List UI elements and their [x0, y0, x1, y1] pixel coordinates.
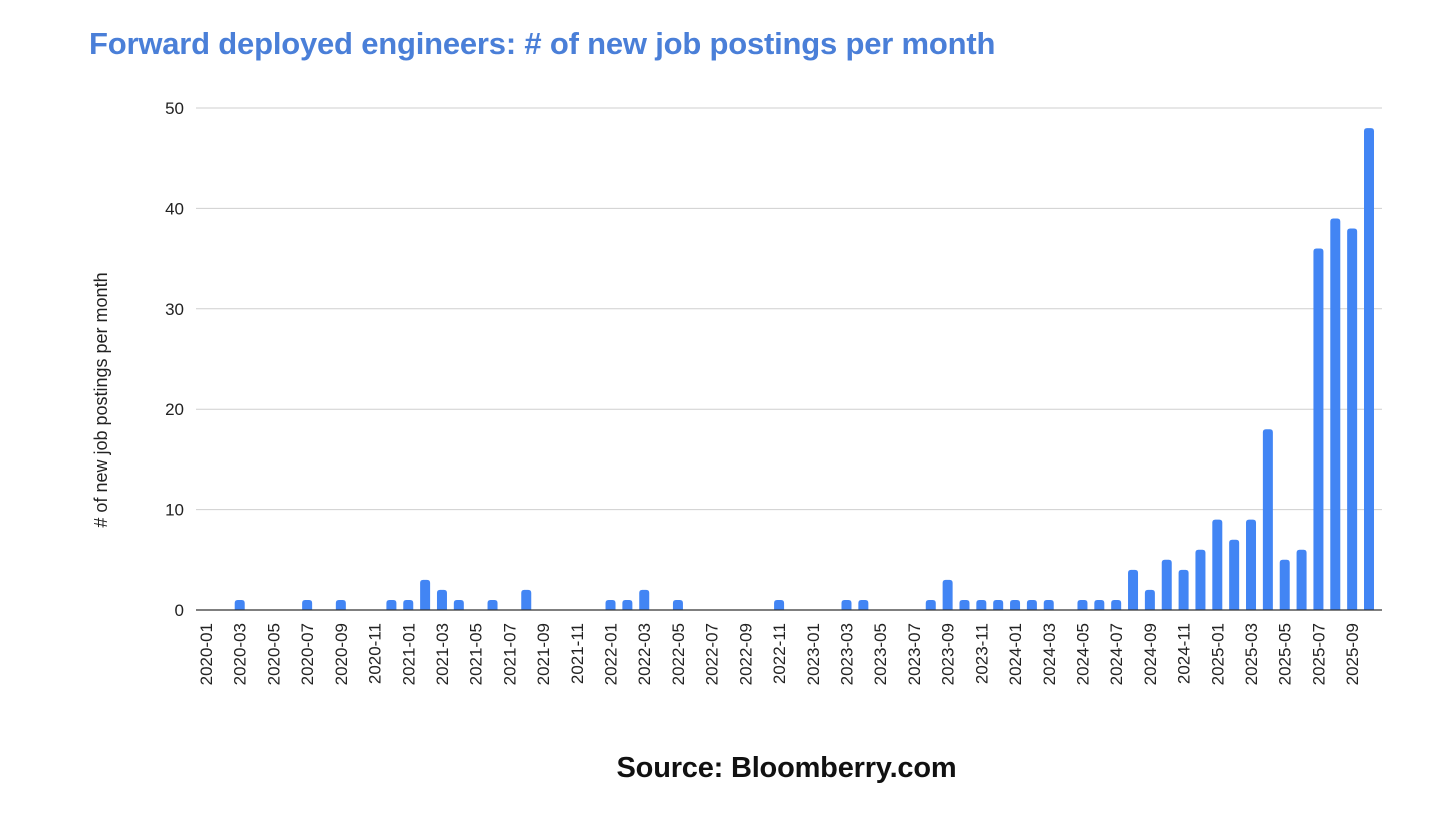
x-tick-label: 2021-03 — [433, 623, 452, 685]
bar — [1043, 599, 1054, 610]
chart-title: Forward deployed engineers: # of new job… — [89, 26, 996, 61]
x-tick-label: 2023-07 — [905, 623, 924, 685]
x-tick-label: 2024-11 — [1175, 623, 1194, 684]
x-tick-label: 2020-07 — [298, 623, 317, 685]
bar — [1364, 128, 1374, 610]
bar — [959, 599, 970, 610]
bar — [841, 599, 852, 610]
bar — [1347, 228, 1358, 611]
bar — [1111, 599, 1122, 610]
bar — [1161, 559, 1172, 610]
bar — [420, 579, 431, 610]
x-tick-label: 2025-07 — [1309, 623, 1328, 685]
x-tick-label: 2023-05 — [871, 623, 890, 685]
x-tick-label: 2023-09 — [939, 623, 958, 685]
x-tick-label: 2025-03 — [1242, 623, 1261, 685]
bar — [234, 599, 245, 610]
x-tick-label: 2025-01 — [1208, 623, 1227, 685]
bar — [1026, 599, 1037, 610]
bar — [942, 579, 953, 610]
x-tick-label: 2024-03 — [1040, 623, 1059, 685]
bar — [1094, 599, 1105, 610]
x-tick-label: 2022-05 — [669, 623, 688, 685]
x-tick-label: 2025-05 — [1276, 623, 1295, 685]
bar — [858, 599, 869, 610]
bar — [1128, 569, 1139, 610]
gridlines — [196, 107, 1382, 511]
x-tick-label: 2023-11 — [972, 623, 991, 684]
x-tick-label: 2022-09 — [736, 623, 755, 685]
y-axis-ticks: 0 10 20 30 40 50 — [165, 99, 184, 620]
bar — [672, 599, 683, 610]
x-tick-label: 2021-05 — [467, 623, 486, 685]
x-tick-label: 2020-03 — [231, 623, 250, 685]
y-tick-label: 40 — [165, 199, 184, 218]
x-tick-label: 2021-07 — [500, 623, 519, 685]
bar — [1313, 248, 1324, 610]
bars — [234, 128, 1374, 611]
bar — [976, 599, 987, 610]
x-axis-ticks: 2020-01 2020-03 2020-05 2020-07 2020-09 2020-… — [197, 623, 1362, 685]
x-tick-label: 2023-03 — [837, 623, 856, 685]
x-tick-label: 2020-09 — [332, 623, 351, 685]
bar — [403, 599, 414, 610]
bar — [1246, 519, 1257, 610]
x-tick-label: 2022-07 — [703, 623, 722, 685]
y-tick-label: 0 — [175, 601, 184, 620]
bar — [622, 599, 633, 610]
x-tick-label: 2020-11 — [366, 623, 385, 684]
source-note: Source: Bloomberry.com — [616, 752, 957, 784]
y-tick-label: 30 — [165, 300, 184, 319]
y-axis-title: # of new job postings per month — [91, 272, 111, 527]
bar — [993, 599, 1004, 610]
bar — [1077, 599, 1088, 610]
bar — [1195, 549, 1206, 610]
bar — [521, 589, 532, 610]
bar — [1330, 218, 1341, 610]
x-tick-label: 2024-07 — [1107, 623, 1126, 685]
bar — [335, 599, 346, 610]
x-tick-label: 2024-01 — [1006, 623, 1025, 685]
x-tick-label: 2022-01 — [602, 623, 621, 685]
x-tick-label: 2022-03 — [635, 623, 654, 685]
y-tick-label: 50 — [165, 99, 184, 118]
x-tick-label: 2022-11 — [770, 623, 789, 684]
x-tick-label: 2025-09 — [1343, 623, 1362, 685]
x-tick-label: 2020-01 — [197, 623, 216, 685]
x-tick-label: 2021-09 — [534, 623, 553, 685]
y-tick-label: 20 — [165, 400, 184, 419]
x-tick-label: 2021-11 — [568, 623, 587, 684]
bar — [605, 599, 616, 610]
x-tick-label: 2024-09 — [1141, 623, 1160, 685]
x-tick-label: 2020-05 — [264, 623, 283, 685]
bar — [639, 589, 650, 610]
bar — [774, 599, 785, 610]
bar — [1144, 589, 1155, 610]
bar — [1178, 569, 1189, 610]
bar — [386, 599, 397, 610]
x-tick-label: 2021-01 — [399, 623, 418, 685]
bar — [487, 599, 498, 610]
bar — [1229, 539, 1240, 610]
bar — [1212, 519, 1223, 610]
bar — [1279, 559, 1290, 610]
bar — [1296, 549, 1307, 610]
x-tick-label: 2023-01 — [804, 623, 823, 685]
bar — [1010, 599, 1021, 610]
y-tick-label: 10 — [165, 501, 184, 520]
bar — [453, 599, 464, 610]
x-tick-label: 2024-05 — [1073, 623, 1092, 685]
bar — [1262, 429, 1273, 610]
bar — [436, 589, 447, 610]
bar — [925, 599, 936, 610]
bar — [302, 599, 313, 610]
